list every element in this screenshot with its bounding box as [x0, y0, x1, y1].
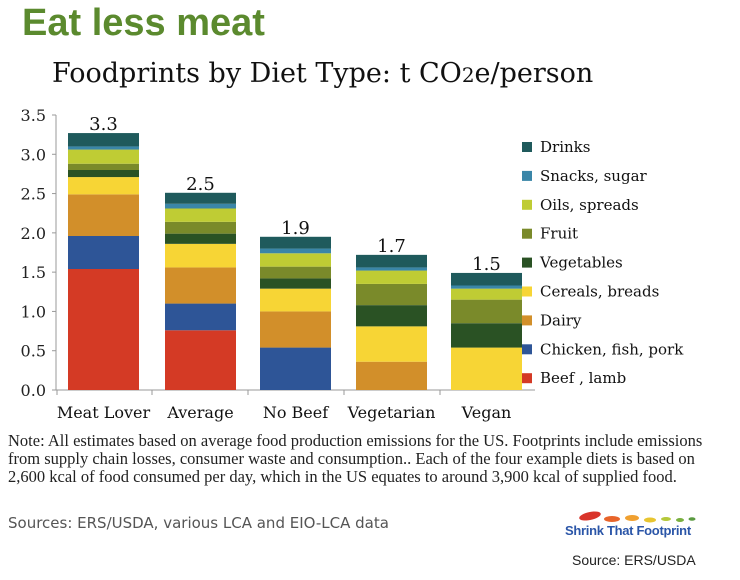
- bar-segment: [356, 270, 427, 284]
- bar-segment: [165, 267, 236, 304]
- stacked-bar-chart: 0.0 0.5 1.0 1.5 2.0 2.5 3.0 3.5 3.3 Meat Lover 2.5…: [21, 106, 685, 422]
- bar-segment: [260, 288, 331, 312]
- bar-segment: [68, 170, 139, 178]
- category-label: Vegetarian: [347, 403, 436, 422]
- bar-segment: [68, 194, 139, 236]
- legend-label: Oils, spreads: [540, 196, 639, 214]
- bar-segment: [356, 254, 427, 268]
- legend-label: Cereals, breads: [540, 283, 659, 301]
- legend-label: Drinks: [540, 138, 590, 156]
- bar-segment: [68, 236, 139, 269]
- shrink-that-footprint-logo: [579, 511, 696, 523]
- legend-label: Snacks, sugar: [540, 167, 648, 185]
- y-tick-label: 2.0: [21, 224, 46, 243]
- bar-segment: [356, 305, 427, 327]
- bar-segment: [68, 133, 139, 147]
- bar-segment: [260, 278, 331, 289]
- total-label: 1.7: [377, 236, 406, 257]
- legend-label: Fruit: [540, 225, 578, 243]
- bar-segment: [451, 288, 522, 300]
- bar-segment: [260, 248, 331, 254]
- legend-swatch: [522, 315, 532, 326]
- bar-segment: [165, 303, 236, 331]
- bar-segment: [68, 163, 139, 170]
- bar-segment: [165, 208, 236, 222]
- category-label: Average: [166, 403, 233, 422]
- bar-segment: [260, 236, 331, 249]
- y-tick-label: 3.5: [21, 106, 46, 125]
- legend-swatch: [522, 199, 532, 210]
- bar-segment: [68, 146, 139, 150]
- bar-segment: [165, 243, 236, 268]
- legend-swatch: [522, 170, 532, 181]
- bar-segment: [260, 253, 331, 267]
- legend-label: Vegetables: [539, 254, 623, 272]
- bar-segment: [165, 203, 236, 209]
- bar-segment: [451, 299, 522, 324]
- chart-title: Foodprints by Diet Type: t CO2e/person: [52, 58, 594, 89]
- bar-segment: [165, 330, 236, 390]
- category-label: Meat Lover: [57, 403, 151, 422]
- bar-segment: [451, 272, 522, 286]
- y-tick-label: 1.0: [21, 302, 46, 321]
- total-label: 3.3: [89, 114, 118, 135]
- y-tick-label: 2.5: [21, 185, 46, 204]
- total-label: 1.5: [472, 254, 501, 275]
- total-label: 1.9: [281, 218, 310, 239]
- bar-segment: [451, 347, 522, 390]
- bar-segment: [356, 361, 427, 390]
- y-tick-label: 3.0: [21, 145, 46, 164]
- legend-swatch: [522, 142, 532, 152]
- total-label: 2.5: [186, 174, 215, 195]
- sources-text: Sources: ERS/USDA, various LCA and EIO-L…: [8, 514, 389, 532]
- bar-segment: [260, 266, 331, 279]
- legend-label: Dairy: [540, 311, 582, 329]
- legend-label: Chicken, fish, pork: [540, 340, 684, 358]
- bar-segment: [356, 267, 427, 271]
- bar-segment: [165, 233, 236, 244]
- legend-swatch: [522, 344, 532, 355]
- legend-swatch: [522, 257, 532, 268]
- bar-segment: [68, 177, 139, 195]
- bar-segment: [68, 149, 139, 164]
- logo-text: Shrink That Footprint: [565, 523, 691, 538]
- category-label: Vegan: [461, 403, 512, 422]
- bar-segment: [165, 221, 236, 234]
- y-tick-label: 0.5: [21, 342, 46, 361]
- legend-swatch: [522, 373, 532, 384]
- bar-segment: [68, 269, 139, 390]
- bar-segment: [260, 347, 331, 390]
- category-label: No Beef: [263, 403, 329, 422]
- headline: Eat less meat: [22, 2, 265, 44]
- chart-note: Note: All estimates based on average foo…: [8, 431, 703, 486]
- bar-segment: [451, 285, 522, 289]
- bar-segment: [451, 323, 522, 348]
- source-footer: Source: ERS/USDA: [572, 552, 696, 568]
- legend-label: Beef , lamb: [540, 369, 626, 387]
- y-tick-label: 0.0: [21, 381, 46, 400]
- legend-swatch: [522, 286, 532, 297]
- bar-segment: [260, 311, 331, 348]
- legend-swatch: [522, 228, 532, 239]
- bar-segment: [356, 326, 427, 362]
- y-tick-label: 1.5: [21, 263, 46, 282]
- bar-segment: [165, 192, 236, 204]
- bar-segment: [356, 283, 427, 306]
